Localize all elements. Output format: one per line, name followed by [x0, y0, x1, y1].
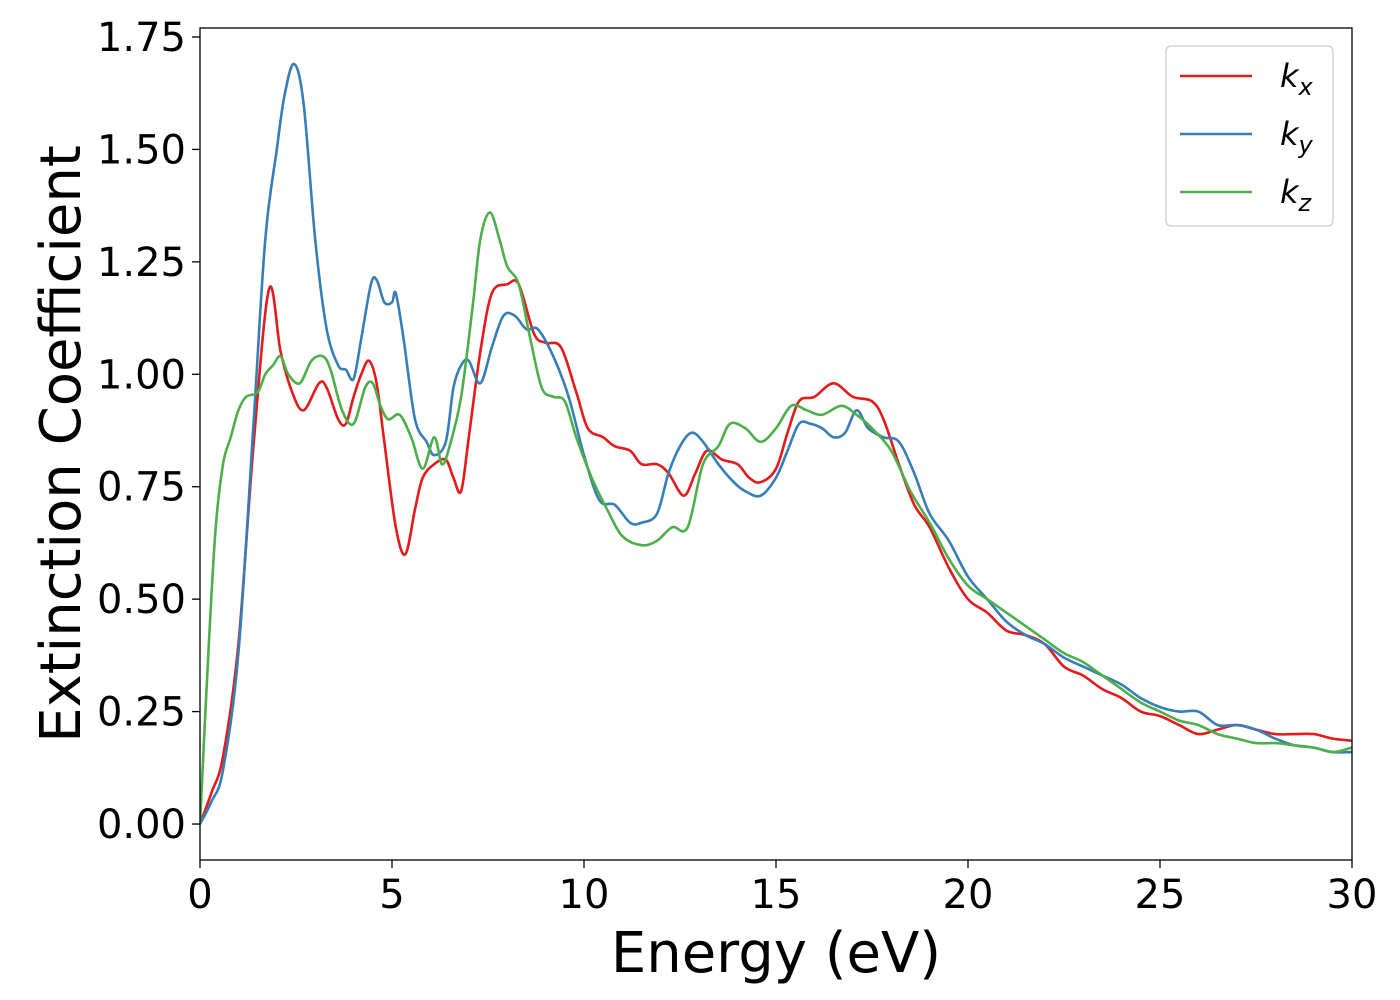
x-axis-title: Energy (eV): [611, 921, 941, 986]
x-tick-label: 10: [559, 872, 610, 918]
x-tick-label: 15: [751, 872, 802, 918]
series-line-kx: [200, 279, 1352, 825]
series-line-kz: [200, 211, 1352, 825]
y-axis-title: Extinction Coefficient: [29, 145, 94, 743]
y-tick-label: 0.50: [97, 577, 186, 623]
x-tick-label: 20: [943, 872, 994, 918]
legend: kx ky kz: [1165, 45, 1334, 227]
y-tick-label: 0.00: [97, 802, 186, 848]
x-tick-label: 30: [1327, 872, 1378, 918]
legend-box: [1165, 45, 1334, 227]
y-tick-label: 1.75: [97, 15, 186, 61]
y-tick-label: 1.25: [97, 240, 186, 286]
y-tick-label: 0.25: [97, 690, 186, 736]
y-tick-label: 1.00: [97, 352, 186, 398]
x-tick-label: 25: [1135, 872, 1186, 918]
y-tick-label: 0.75: [97, 465, 186, 511]
legend-label: kx: [1280, 57, 1314, 101]
legend-label: ky: [1280, 115, 1314, 159]
series-layer: [200, 62, 1352, 825]
ticks-layer: 0 5 10 15 20 25 30 0.00 0.25 0.50 0.75 1.00 1.25 1.50…: [97, 15, 1378, 918]
legend-label: kz: [1280, 173, 1313, 217]
y-tick-label: 1.50: [97, 127, 186, 173]
x-tick-label: 5: [379, 872, 404, 918]
x-tick-label: 0: [187, 872, 212, 918]
series-line-ky: [200, 62, 1352, 825]
